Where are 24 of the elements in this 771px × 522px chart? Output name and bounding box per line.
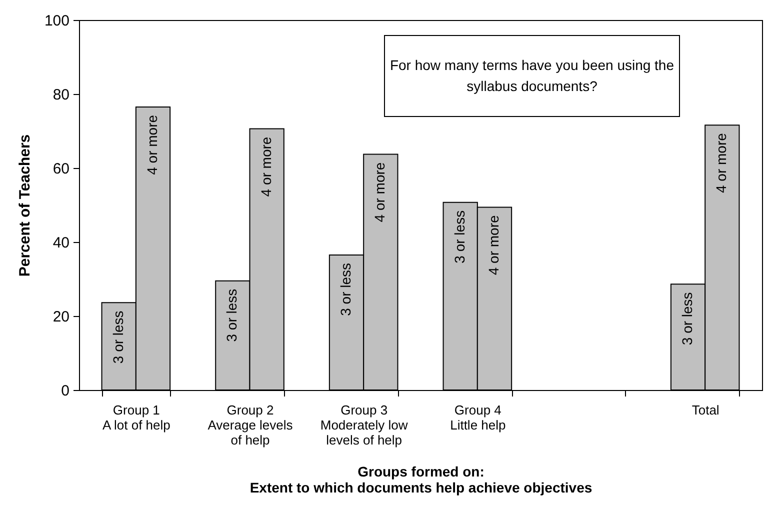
- text: 3 or less: [338, 262, 354, 316]
- y-tick-label: 80: [52, 86, 70, 104]
- y-tick-label: 0: [61, 382, 70, 400]
- text: 3 or less: [451, 210, 468, 264]
- text: 4 or more: [713, 133, 730, 193]
- x-tick-label: Total: [692, 402, 720, 418]
- text: 3 or less: [224, 288, 240, 342]
- x-axis-title: Groups formed on: Extent to which documents help achieve objectives: [250, 464, 592, 496]
- y-tick-label: 100: [44, 12, 70, 30]
- text-frame: For how many terms have you been using the syllabus documents?: [384, 35, 680, 117]
- y-tick-label: 40: [52, 234, 70, 252]
- series-label: 3 or less: [110, 310, 126, 364]
- text: 4 or more: [372, 162, 388, 222]
- series-label: 4 or more: [144, 114, 160, 175]
- x-tick-label: Group 4 Little help: [450, 402, 506, 432]
- x-tick-label: Group 3 Moderately low levels of help: [320, 402, 408, 448]
- text: 4 or more: [485, 215, 502, 276]
- y-tick-label: 60: [52, 160, 70, 178]
- y-axis-title: Percent of Teachers: [16, 134, 34, 277]
- x-tick-label: Group 2 Average levels of help: [208, 402, 294, 448]
- text: 3 or less: [679, 292, 696, 346]
- text: 4 or more: [258, 136, 274, 197]
- x-tick-label: Group 1 A lot of help: [102, 402, 170, 432]
- y-tick-label: 20: [52, 308, 70, 326]
